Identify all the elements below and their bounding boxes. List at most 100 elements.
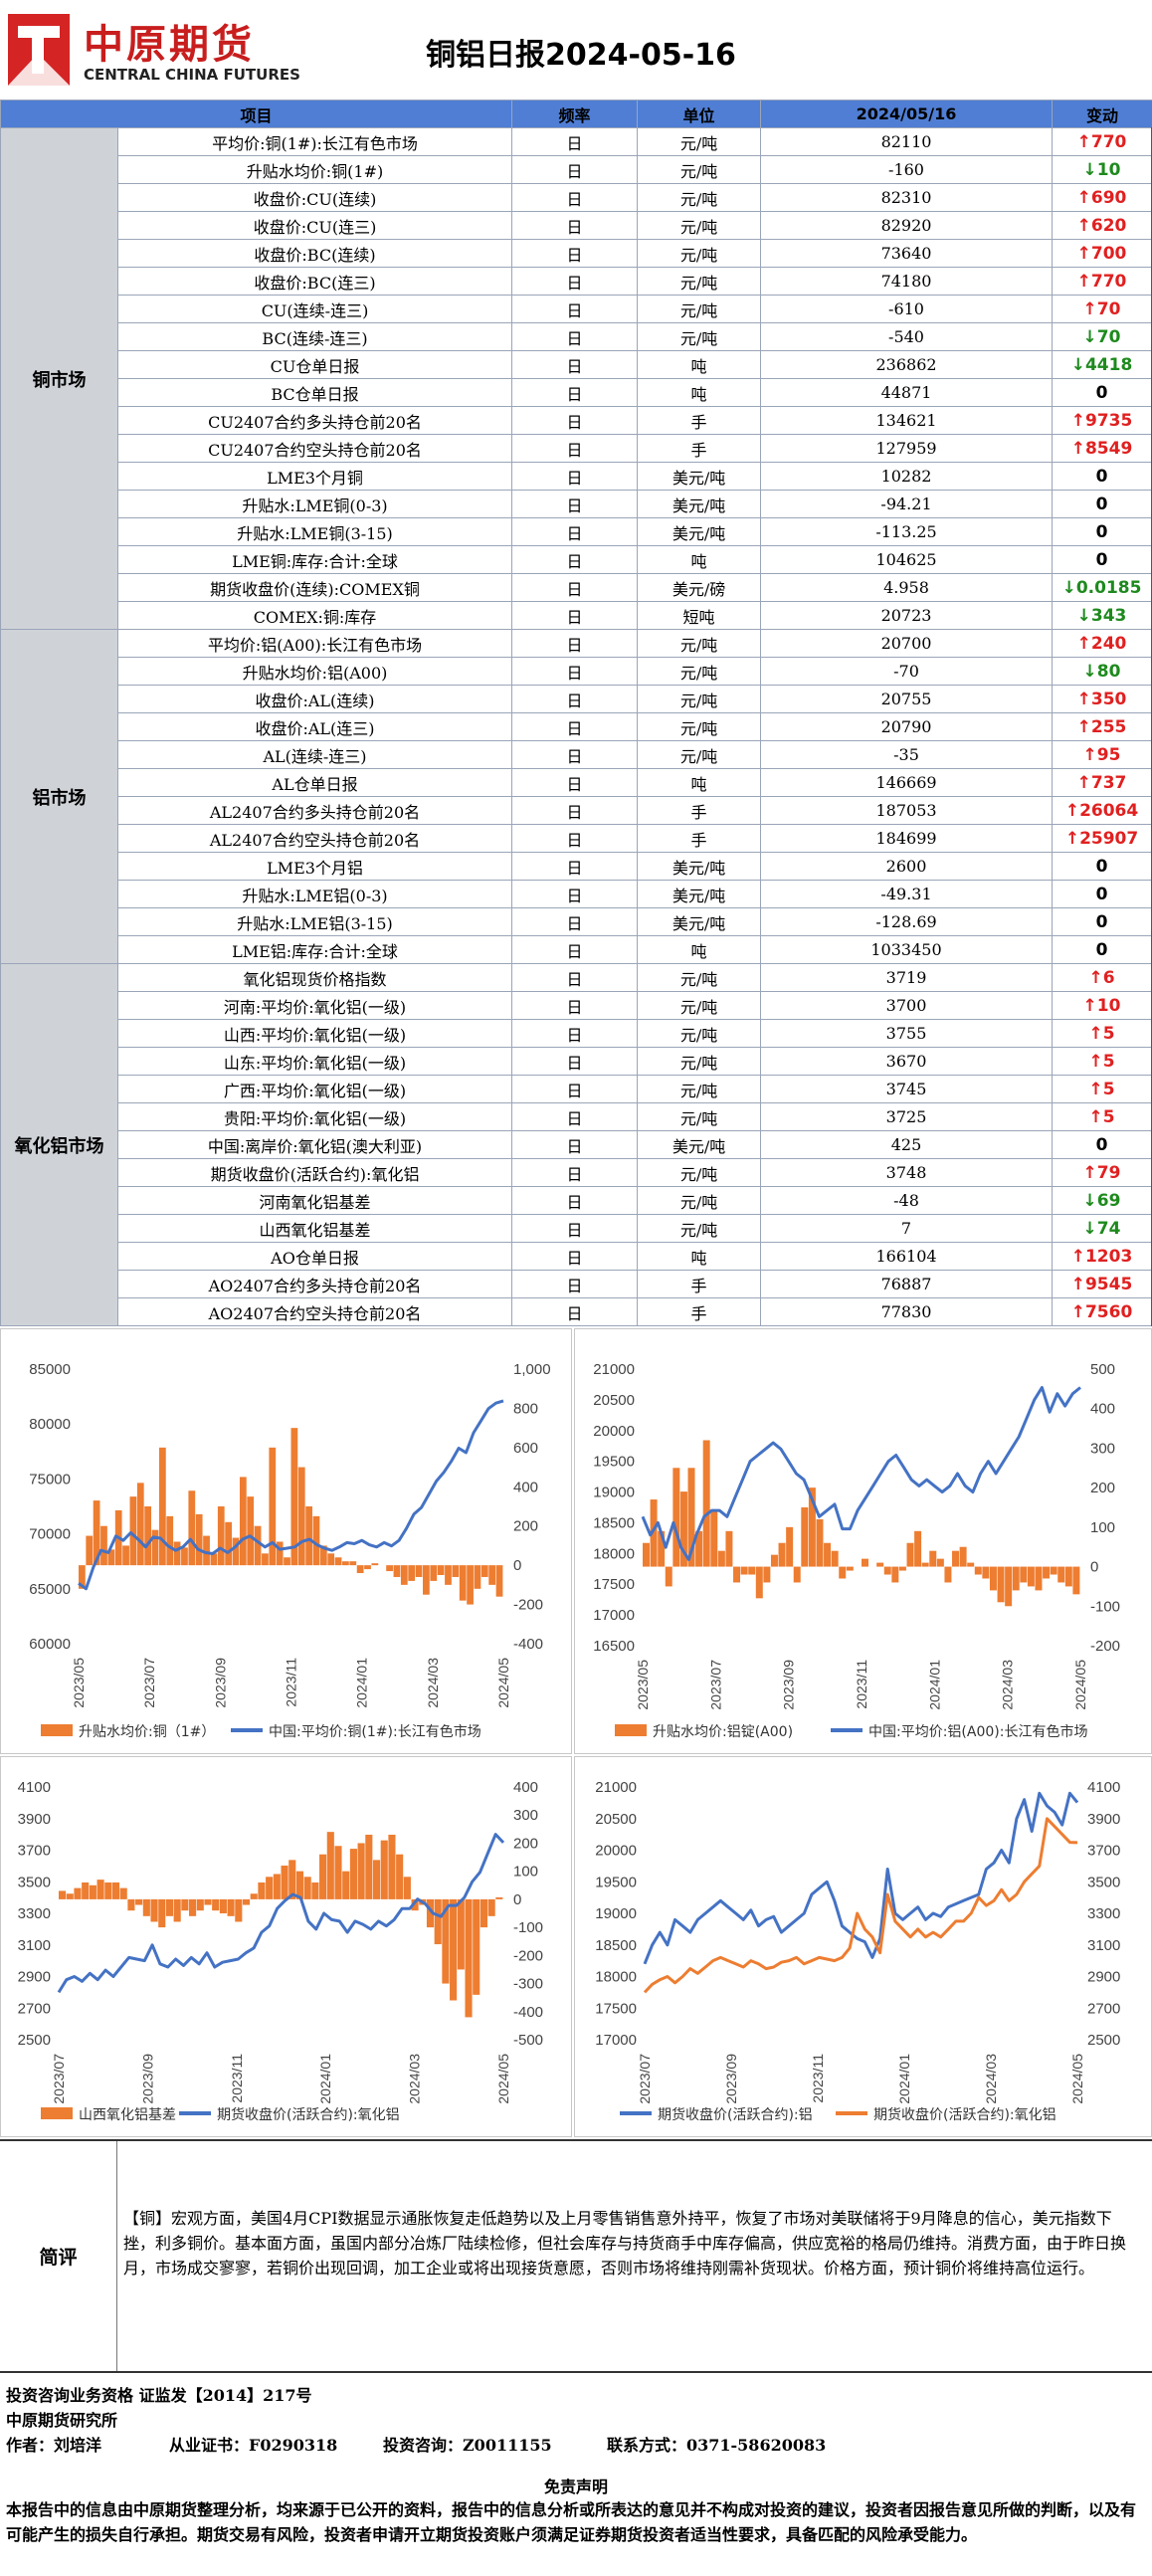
item-name: LME铝:库存:合计:全球 (116, 935, 513, 964)
y-left-tick-label: 80000 (29, 1416, 71, 1433)
chart-bar (1064, 1566, 1072, 1587)
chart-bar (104, 1882, 112, 1899)
chart-bar (898, 1566, 906, 1571)
chart-bar (165, 1898, 174, 1916)
chart-bar (442, 1898, 450, 1984)
chart-bar (876, 1562, 884, 1567)
chart-bar (967, 1562, 975, 1567)
change: ↑5 (1052, 1019, 1152, 1048)
unit: 元/吨 (637, 1102, 762, 1131)
change: ↑8549 (1052, 434, 1152, 463)
qualification-line: 投资咨询业务资格 证监发【2014】217号 (6, 2386, 312, 2405)
item-name: 山东:平均价:氧化铝(一级) (116, 1047, 513, 1076)
table-row: 山西氧化铝基差日元/吨 7 ↓74 (1, 1214, 1152, 1243)
item-name: CU2407合约空头持仓前20名 (116, 434, 513, 463)
x-tick-label: 2024/03 (1000, 1660, 1016, 1710)
chart-bar (396, 1854, 404, 1899)
value: 44871 (760, 378, 1054, 407)
table-row: 中国:离岸价:氧化铝(澳大利亚) 日美元/吨 425 0 (1, 1130, 1152, 1159)
frequency: 日 (511, 712, 639, 741)
change-value: 0 (1095, 856, 1108, 877)
chart-bar (254, 1525, 262, 1566)
y-right-tick-label: 3100 (1087, 1937, 1120, 1954)
col-header-date: 2024/05/16 (760, 99, 1054, 128)
frequency: 日 (511, 211, 639, 240)
y-left-tick-label: 19000 (593, 1485, 635, 1501)
change-value: 70 (1096, 298, 1121, 319)
chart-bar (365, 1834, 373, 1899)
change: 0 (1052, 852, 1152, 881)
chart-bar (457, 1898, 465, 1970)
unit: 元/吨 (637, 239, 762, 268)
frequency: 日 (511, 1130, 639, 1159)
change-value: 6 (1102, 967, 1115, 988)
change: 0 (1052, 545, 1152, 574)
value: -94.21 (760, 490, 1054, 518)
commentary-section: 简评 【铜】宏观方面，美国4月CPI数据显示通胀恢复走低趋势以及上月零售销售意外… (0, 2139, 1152, 2373)
section-label: 铜市场 (0, 127, 118, 630)
chart-bar (862, 1558, 868, 1567)
arrow-up-icon: ↑ (1076, 689, 1091, 709)
value: -160 (760, 155, 1054, 184)
y-right-tick-label: 300 (1090, 1440, 1115, 1457)
change-value: 0 (1095, 549, 1108, 570)
arrow-up-icon: ↑ (1082, 744, 1097, 765)
x-tick-label: 2023/05 (71, 1658, 87, 1708)
y-left-tick-label: 65000 (29, 1581, 71, 1598)
table-row: 广西:平均价:氧化铝(一级) 日元/吨 3745 ↑5 (1, 1075, 1152, 1103)
unit: 美元/吨 (637, 517, 762, 546)
table-row: 山东:平均价:氧化铝(一级) 日元/吨 3670 ↑5 (1, 1047, 1152, 1076)
chart-bar (480, 1565, 488, 1577)
value: 146669 (760, 768, 1054, 797)
change-value: 770 (1090, 131, 1127, 152)
item-name: 期货收盘价(连续):COMEX铜 (116, 573, 513, 602)
value: 3745 (760, 1075, 1054, 1103)
x-tick-label: 2023/09 (139, 2054, 155, 2104)
change: 0 (1052, 1130, 1152, 1159)
unit: 美元/吨 (637, 490, 762, 518)
frequency: 日 (511, 183, 639, 212)
chart-bar (210, 1553, 218, 1566)
chart-bar (423, 1565, 430, 1595)
table-row: LME3个月铝日美元/吨 2600 0 (1, 852, 1152, 881)
legend-label: 期货收盘价(活跃合约):氧化铝 (873, 2106, 1056, 2123)
change-value: 5 (1102, 1106, 1115, 1127)
chart-bar (403, 1877, 411, 1899)
item-name: AL仓单日报 (116, 768, 513, 797)
brand-name-english: CENTRAL CHINA FUTURES (84, 66, 300, 84)
chart-bar (288, 1860, 296, 1899)
item-name: AL(连续-连三) (116, 740, 513, 769)
chart-bar (357, 1843, 365, 1899)
chart-al-ao-futures: 21000 20500 20000 19500 19000 18500 18000 17500… (574, 1756, 1152, 2137)
chart-bar (281, 1866, 288, 1899)
chart-line (78, 1399, 504, 1591)
chart-bar (400, 1565, 408, 1585)
chart-bar (665, 1566, 672, 1587)
chart-bar (242, 1898, 251, 1905)
change-value: 240 (1090, 633, 1127, 654)
x-tick-label: 2023/11 (229, 2054, 245, 2103)
frequency: 日 (511, 462, 639, 491)
arrow-up-icon: ↑ (1064, 828, 1080, 849)
y-right-tick-label: 0 (1090, 1559, 1098, 1576)
value: 184699 (760, 824, 1054, 853)
y-left-tick-label: 19500 (595, 1874, 637, 1890)
chart-bar (952, 1550, 960, 1567)
chart-bar (793, 1566, 801, 1583)
license-number: 从业证书：F0290318 (169, 2436, 338, 2455)
frequency: 日 (511, 991, 639, 1020)
y-left-tick-label: 18500 (595, 1937, 637, 1954)
table-row: 升贴水:LME铝(0-3) 日美元/吨 -49.31 0 (1, 880, 1152, 908)
y-right-tick-label: 3700 (1087, 1843, 1120, 1860)
change: ↓80 (1052, 657, 1152, 686)
table-row: 升贴水:LME铜(3-15) 日美元/吨 -113.25 0 (1, 517, 1152, 546)
y-left-tick-label: 18500 (593, 1514, 635, 1531)
frequency: 日 (511, 1297, 639, 1326)
change-value: 9735 (1084, 410, 1133, 431)
chart-aluminum-price-premium: 21000 20500 20000 19500 19000 18500 18000 17500… (574, 1328, 1152, 1754)
change: ↑737 (1052, 768, 1152, 797)
frequency: 日 (511, 907, 639, 936)
table-row: 山西:平均价:氧化铝(一级) 日元/吨 3755 ↑5 (1, 1019, 1152, 1048)
chart-bar (276, 1541, 284, 1566)
y-right-tick-label: -200 (513, 1597, 543, 1614)
